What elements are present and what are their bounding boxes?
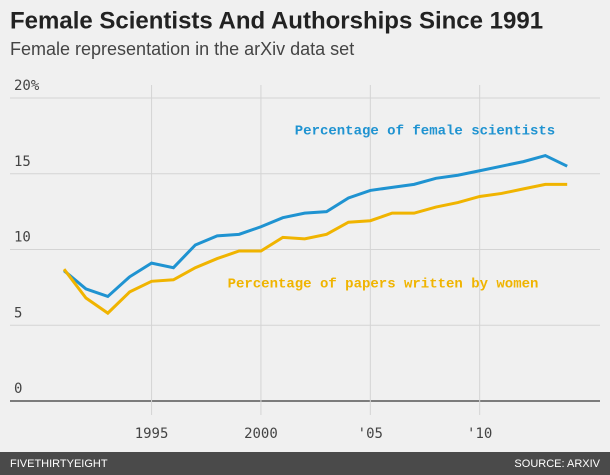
series-line xyxy=(63,153,568,299)
y-tick-label: 5 xyxy=(14,305,22,321)
brand: FIVETHIRTYEIGHT xyxy=(10,458,108,470)
y-tick-label: 0 xyxy=(14,381,22,397)
series-label: Percentage of papers written by women xyxy=(228,277,539,293)
chart-title: Female Scientists And Authorships Since … xyxy=(10,7,543,34)
y-tick-label: 20% xyxy=(14,78,40,94)
x-tick-label: 1995 xyxy=(135,426,169,442)
x-tick-label: 2000 xyxy=(244,426,278,442)
chart-subtitle: Female representation in the arXiv data … xyxy=(10,39,354,59)
y-tick-label: 15 xyxy=(14,154,31,170)
series-label: Percentage of female scientists xyxy=(295,124,555,140)
x-tick-label: '10 xyxy=(467,426,492,442)
y-tick-label: 10 xyxy=(14,230,31,246)
x-tick-label: '05 xyxy=(358,426,383,442)
source: SOURCE: ARXIV xyxy=(514,458,600,470)
footer-bar xyxy=(0,452,610,475)
series-line xyxy=(62,182,568,316)
